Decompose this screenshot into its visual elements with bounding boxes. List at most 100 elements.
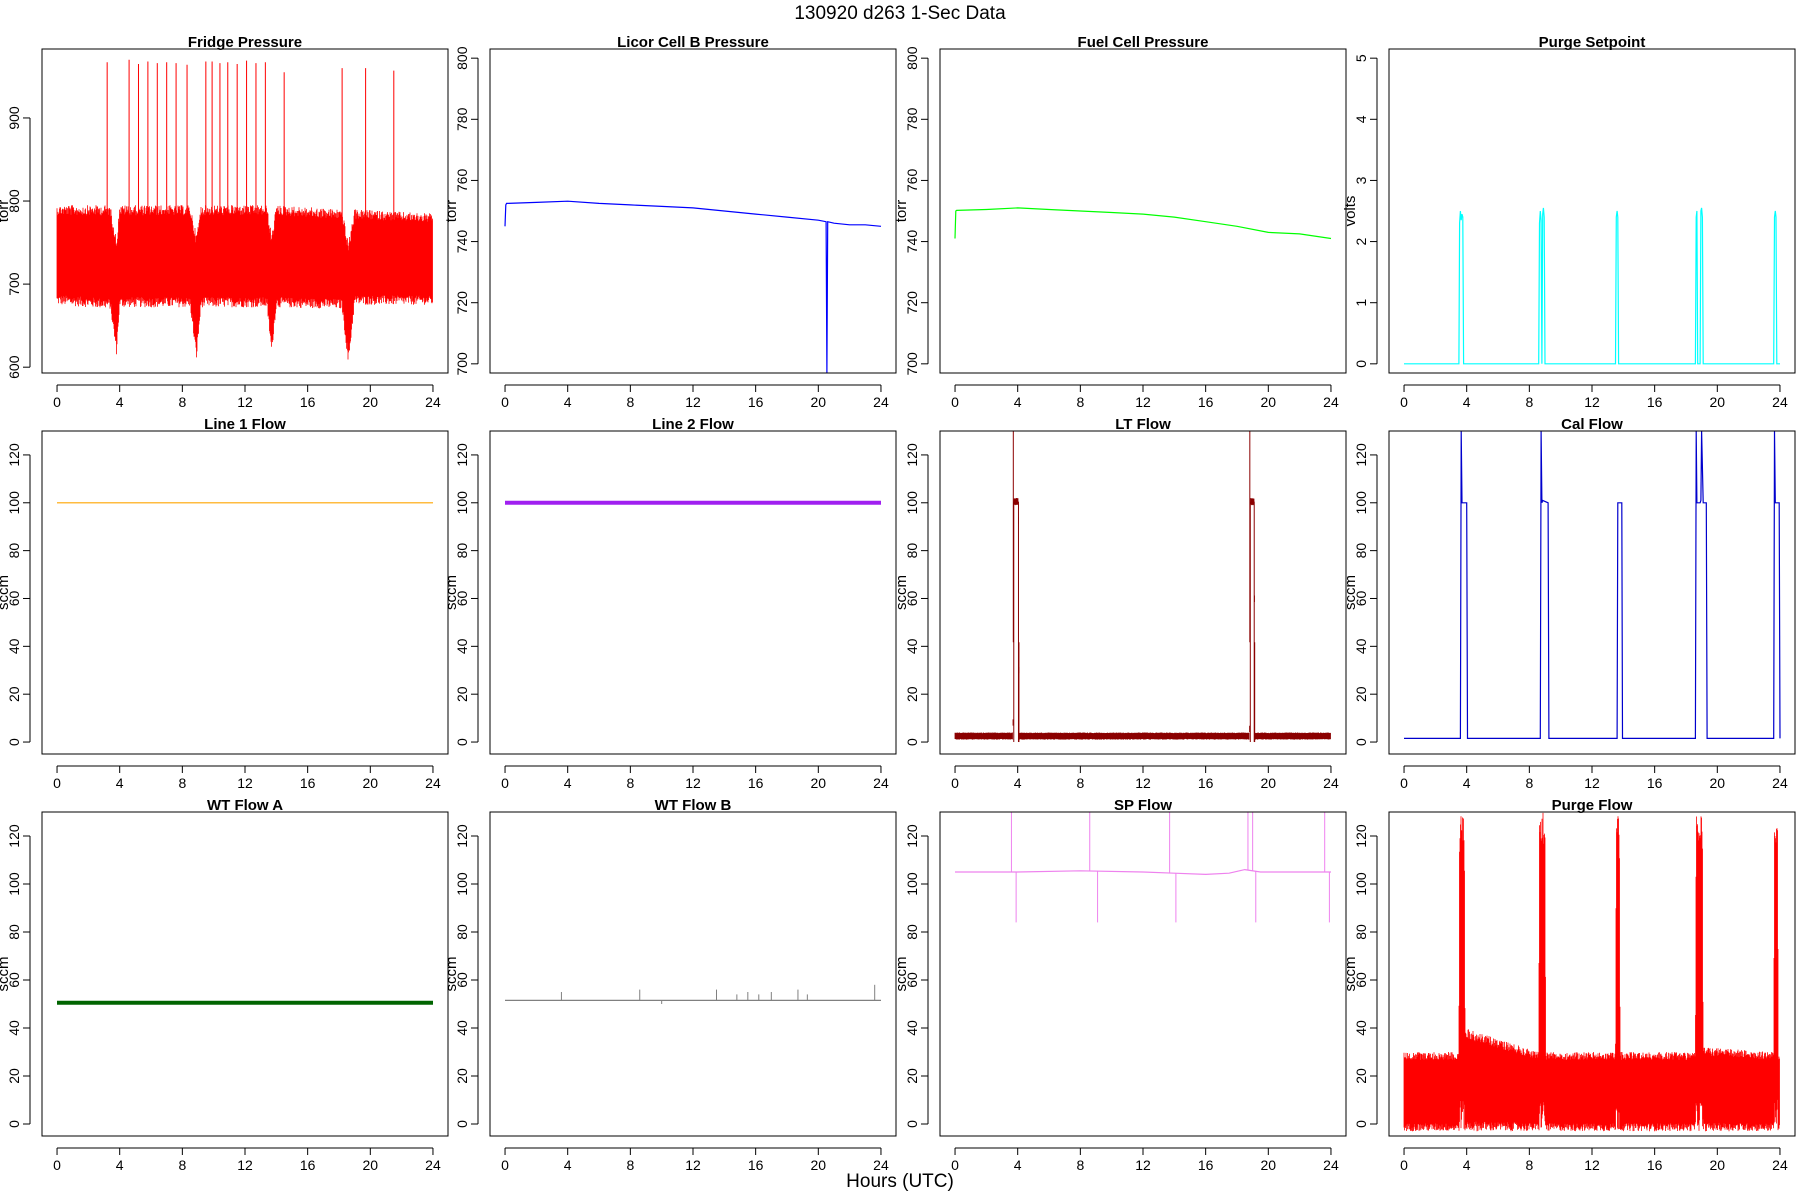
y-tick-label: 740 bbox=[454, 230, 470, 254]
series-band bbox=[56, 205, 433, 360]
y-tick-label: 40 bbox=[454, 1020, 470, 1036]
panel-frame bbox=[1388, 811, 1796, 1137]
panel-frame bbox=[939, 48, 1347, 374]
panel-y-axis-label: sccm bbox=[443, 575, 460, 610]
x-tick-label: 20 bbox=[363, 1157, 379, 1173]
panel-frame bbox=[41, 811, 449, 1137]
panel-frame bbox=[1388, 430, 1796, 755]
x-tick-label: 20 bbox=[811, 1157, 827, 1173]
x-tick-label: 0 bbox=[53, 1157, 61, 1173]
panel-7: Cal Flow sccm 0 4 8 12 16 20 24 0 20 40 60 80 100 120 bbox=[1342, 416, 1796, 791]
x-axis: 0 4 8 12 16 20 24 bbox=[501, 765, 889, 791]
y-axis: 0 20 40 60 80 100 120 bbox=[904, 443, 929, 746]
series-line bbox=[1404, 207, 1780, 365]
panel-10: SP Flow sccm 0 4 8 12 16 20 24 0 20 40 60 80 100 120 bbox=[893, 797, 1347, 1173]
x-axis: 0 4 8 12 16 20 24 bbox=[53, 765, 441, 791]
y-tick-label: 100 bbox=[904, 491, 920, 515]
x-tick-label: 16 bbox=[1647, 775, 1663, 791]
panel-title: SP Flow bbox=[1114, 797, 1172, 814]
panel-frame bbox=[939, 430, 1347, 755]
x-tick-label: 20 bbox=[1261, 775, 1277, 791]
y-tick-label: 0 bbox=[1353, 1120, 1369, 1128]
x-tick-label: 20 bbox=[811, 394, 827, 410]
panel-frame bbox=[1388, 48, 1796, 374]
x-tick-label: 24 bbox=[1323, 394, 1339, 410]
y-tick-label: 100 bbox=[1353, 491, 1369, 515]
x-tick-label: 8 bbox=[626, 775, 634, 791]
x-tick-label: 12 bbox=[237, 394, 253, 410]
x-axis: 0 4 8 12 16 20 24 bbox=[1400, 1147, 1788, 1173]
y-tick-label: 120 bbox=[904, 443, 920, 467]
panel-y-axis-label: sccm bbox=[1342, 957, 1359, 992]
x-tick-label: 16 bbox=[1647, 1157, 1663, 1173]
x-tick-label: 8 bbox=[1076, 394, 1084, 410]
y-tick-label: 80 bbox=[1353, 924, 1369, 940]
y-tick-label: 80 bbox=[904, 924, 920, 940]
y-tick-label: 20 bbox=[1353, 1068, 1369, 1084]
x-tick-label: 4 bbox=[1014, 1157, 1022, 1173]
y-tick-label: 100 bbox=[6, 872, 22, 896]
y-tick-label: 40 bbox=[904, 1020, 920, 1036]
panel-y-axis-label: sccm bbox=[893, 957, 910, 992]
x-tick-label: 16 bbox=[300, 1157, 316, 1173]
y-tick-label: 120 bbox=[454, 443, 470, 467]
panel-title: WT Flow A bbox=[207, 797, 283, 814]
y-tick-label: 720 bbox=[454, 291, 470, 315]
y-axis: 700 720 740 760 780 800 bbox=[454, 46, 479, 376]
y-tick-label: 60 bbox=[454, 972, 470, 988]
x-tick-label: 20 bbox=[1710, 775, 1726, 791]
y-axis: 0 20 40 60 80 100 120 bbox=[6, 443, 31, 746]
y-tick-label: 60 bbox=[6, 972, 22, 988]
panel-frame bbox=[41, 430, 449, 755]
y-axis: 0 20 40 60 80 100 120 bbox=[6, 824, 31, 1128]
x-tick-label: 24 bbox=[873, 1157, 889, 1173]
series-layer bbox=[504, 200, 882, 373]
panel-0: Fridge Pressure torr 0 4 8 12 16 20 24 600 700 800 9… bbox=[0, 34, 449, 410]
series-layer bbox=[1403, 812, 1780, 1132]
y-tick-label: 700 bbox=[904, 352, 920, 376]
x-tick-label: 8 bbox=[1076, 775, 1084, 791]
y-tick-label: 120 bbox=[904, 824, 920, 848]
y-tick-label: 2 bbox=[1353, 237, 1369, 245]
x-tick-label: 8 bbox=[1525, 1157, 1533, 1173]
y-tick-label: 720 bbox=[904, 291, 920, 315]
x-tick-label: 0 bbox=[951, 775, 959, 791]
x-tick-label: 8 bbox=[178, 775, 186, 791]
panel-frame bbox=[489, 811, 897, 1137]
x-tick-label: 4 bbox=[1463, 1157, 1471, 1173]
x-tick-label: 8 bbox=[178, 1157, 186, 1173]
panel-y-axis-label: sccm bbox=[893, 575, 910, 610]
x-tick-label: 4 bbox=[116, 1157, 124, 1173]
y-tick-label: 120 bbox=[6, 824, 22, 848]
x-tick-label: 0 bbox=[1400, 1157, 1408, 1173]
y-tick-label: 800 bbox=[6, 189, 22, 213]
y-tick-label: 60 bbox=[1353, 972, 1369, 988]
y-tick-label: 80 bbox=[6, 543, 22, 559]
y-tick-label: 780 bbox=[904, 107, 920, 131]
panel-y-axis-label: volts bbox=[1342, 196, 1359, 227]
x-tick-label: 24 bbox=[425, 394, 441, 410]
x-tick-label: 8 bbox=[1525, 775, 1533, 791]
panel-title: Cal Flow bbox=[1561, 416, 1623, 433]
x-tick-label: 12 bbox=[1584, 394, 1600, 410]
y-tick-label: 100 bbox=[454, 491, 470, 515]
x-tick-label: 8 bbox=[626, 1157, 634, 1173]
y-tick-label: 1 bbox=[1353, 299, 1369, 307]
x-tick-label: 0 bbox=[951, 1157, 959, 1173]
y-tick-label: 120 bbox=[6, 443, 22, 467]
y-tick-label: 120 bbox=[454, 824, 470, 848]
panel-title: Fuel Cell Pressure bbox=[1078, 34, 1209, 51]
x-tick-label: 24 bbox=[1323, 775, 1339, 791]
series-layer bbox=[505, 984, 881, 1004]
y-tick-label: 0 bbox=[454, 738, 470, 746]
panel-title: Purge Setpoint bbox=[1539, 34, 1646, 51]
y-tick-label: 40 bbox=[1353, 1020, 1369, 1036]
y-tick-label: 3 bbox=[1353, 176, 1369, 184]
y-tick-label: 20 bbox=[6, 686, 22, 702]
series-layer bbox=[954, 431, 1331, 743]
y-axis: 700 720 740 760 780 800 bbox=[904, 46, 929, 376]
x-tick-label: 4 bbox=[1463, 394, 1471, 410]
x-tick-label: 12 bbox=[1135, 775, 1151, 791]
x-tick-label: 20 bbox=[363, 394, 379, 410]
y-tick-label: 60 bbox=[454, 590, 470, 606]
